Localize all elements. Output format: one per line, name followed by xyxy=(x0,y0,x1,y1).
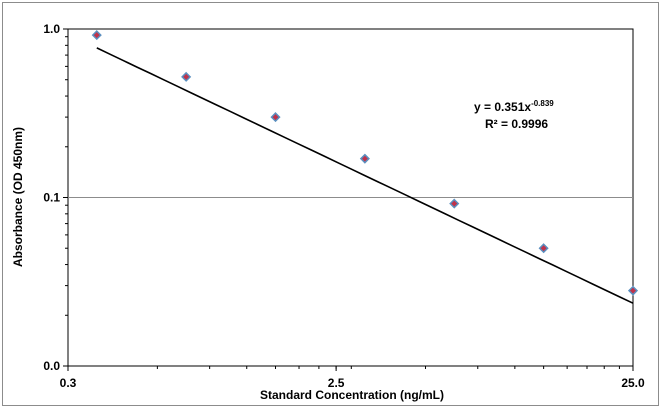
data-point xyxy=(270,112,281,123)
x-tick-label: 2.5 xyxy=(328,376,345,390)
x-tick-label: 0.3 xyxy=(60,376,77,390)
equation-exponent: -0.839 xyxy=(531,99,554,108)
y-axis-title: Absorbance (OD 450nm) xyxy=(11,127,25,267)
x-axis: 0.3 2.5 25.0 xyxy=(60,366,645,390)
data-point xyxy=(449,198,460,209)
power-trendline xyxy=(96,47,634,304)
data-point xyxy=(359,153,370,164)
chart-frame xyxy=(2,2,659,406)
y-axis: 0.0 0.1 1.0 xyxy=(43,22,68,373)
data-point xyxy=(91,30,102,41)
y-tick-label: 0.0 xyxy=(43,359,60,373)
x-axis-title: Standard Concentration (ng/mL) xyxy=(260,388,444,402)
trendline-equation: y = 0.351x-0.839 xyxy=(474,99,554,114)
y-tick-label: 0.1 xyxy=(43,191,60,205)
data-point xyxy=(627,285,639,296)
data-point xyxy=(538,243,549,254)
data-point xyxy=(181,71,192,82)
equation-base: y = 0.351x xyxy=(474,100,531,114)
r-squared-label: R² = 0.9996 xyxy=(485,117,548,131)
data-points xyxy=(91,30,639,296)
x-tick-label: 25.0 xyxy=(621,376,645,390)
y-tick-label: 1.0 xyxy=(43,22,60,36)
